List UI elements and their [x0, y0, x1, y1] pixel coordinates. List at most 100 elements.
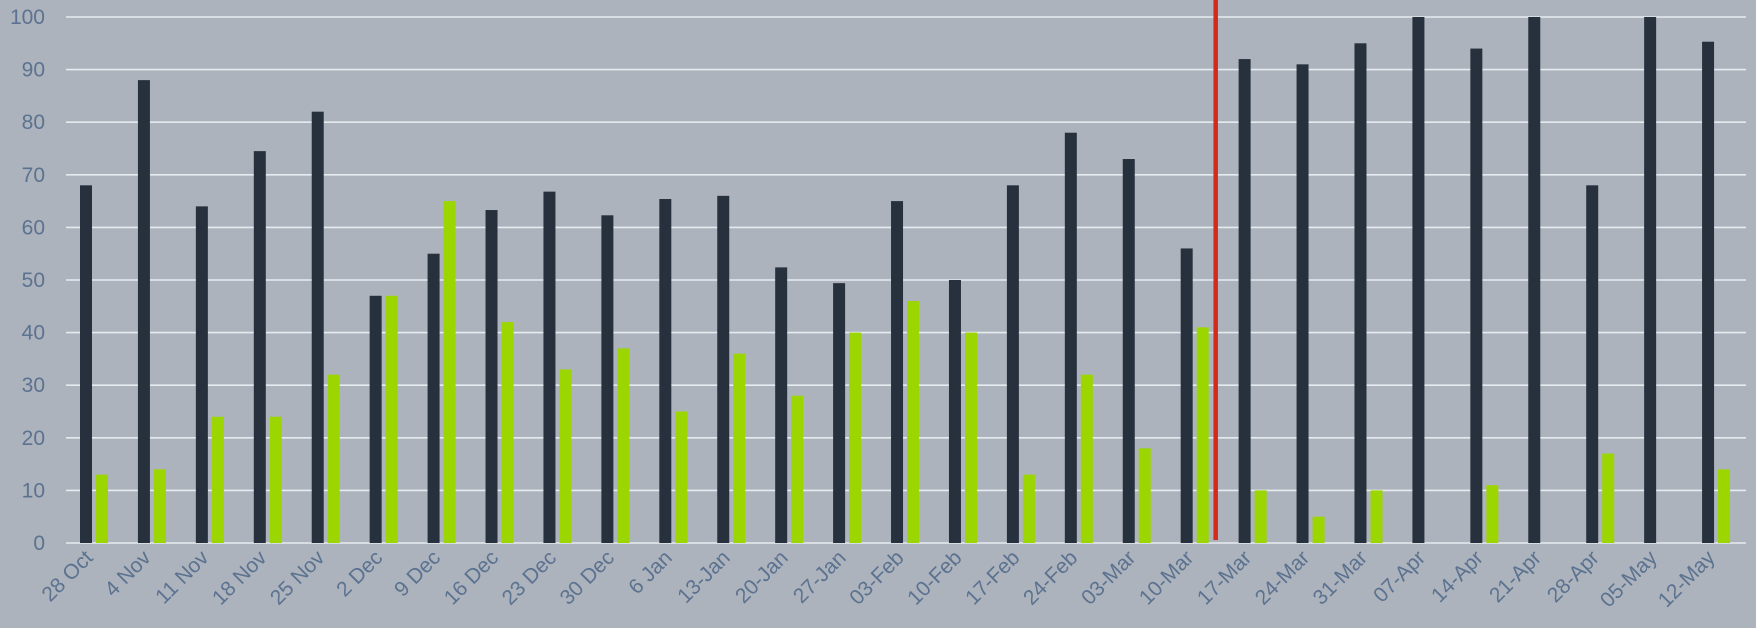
y-tick-label: 0 [33, 532, 45, 555]
x-tick-label: 24-Mar [1251, 546, 1314, 609]
x-tick-label: 30 Dec [556, 546, 619, 609]
x-tick-label: 24-Feb [1019, 546, 1082, 609]
bar-dark [369, 295, 382, 543]
x-tick-label: 27-Jan [789, 546, 851, 608]
bar-dark [1122, 159, 1135, 543]
bars [80, 17, 1731, 544]
y-tick-label: 30 [22, 374, 45, 397]
bar-dark [601, 215, 614, 543]
bar-green [559, 369, 572, 543]
y-tick-label: 70 [22, 164, 45, 187]
bar-dark [1586, 185, 1599, 543]
x-tick-label: 17-Mar [1193, 546, 1256, 609]
y-tick-label: 100 [10, 6, 45, 29]
bar-green [1254, 490, 1267, 543]
bar-green [96, 474, 108, 543]
bar-green [1138, 448, 1151, 543]
x-tick-label: 28 Oct [38, 546, 98, 606]
y-tick-label: 50 [22, 269, 45, 292]
bar-dark [427, 253, 440, 543]
bar-dark [948, 280, 961, 543]
bar-green [1196, 327, 1209, 543]
x-tick-label: 11 Nov [151, 546, 214, 609]
bar-dark [543, 191, 556, 543]
x-tick-label: 14-Apr [1427, 546, 1488, 607]
bar-green [443, 201, 456, 543]
bar-dark [1702, 41, 1715, 544]
x-tick-label: 21-Apr [1485, 546, 1546, 607]
x-tick-label: 12-May [1654, 546, 1720, 612]
gridlines [66, 16, 1746, 544]
x-tick-label: 07-Apr [1369, 546, 1430, 607]
y-tick-label: 80 [22, 111, 45, 134]
x-tick-label: 25 Nov [266, 546, 330, 610]
x-tick-label: 6 Jan [624, 546, 677, 599]
bar-green [1486, 485, 1499, 543]
bar-dark [1354, 43, 1367, 544]
bar-dark [891, 201, 904, 543]
y-axis-ticks: 0 10 20 30 40 50 60 70 80 90 100 [10, 6, 45, 555]
x-tick-label: 2 Dec [332, 546, 387, 601]
bar-green [617, 348, 630, 543]
bar-dark [717, 195, 730, 543]
bar-green [1022, 474, 1035, 543]
bar-green [1312, 516, 1325, 543]
y-tick-label: 90 [22, 59, 45, 82]
bar-dark [775, 267, 788, 543]
bar-dark [311, 111, 324, 544]
bar-green [269, 416, 282, 543]
bar-green [385, 295, 398, 543]
x-tick-label: 17-Feb [961, 546, 1024, 609]
x-tick-label: 03-Mar [1077, 546, 1140, 609]
x-tick-label: 16 Dec [440, 546, 503, 609]
x-tick-label: 10-Feb [903, 546, 966, 609]
x-tick-label: 03-Feb [845, 546, 908, 609]
bar-green [1718, 469, 1731, 543]
x-tick-label: 23 Dec [498, 546, 561, 609]
x-tick-label: 9 Dec [390, 546, 445, 601]
bar-dark [485, 210, 498, 544]
bar-green [211, 416, 224, 543]
x-tick-label: 4 Nov [100, 546, 155, 601]
bar-green [1370, 490, 1383, 543]
bar-dark [1238, 59, 1251, 544]
bar-green [501, 322, 514, 543]
bar-dark [80, 185, 92, 543]
bar-dark [1528, 17, 1541, 543]
bar-green [907, 301, 920, 543]
bar-green [1602, 453, 1615, 543]
x-tick-label: 18 Nov [208, 546, 272, 610]
y-tick-label: 10 [22, 479, 45, 502]
bar-dark [1412, 17, 1425, 543]
bar-dark [1180, 248, 1193, 543]
bar-dark [1470, 48, 1483, 544]
x-tick-label: 13-Jan [673, 546, 735, 608]
bar-green [791, 395, 804, 543]
x-tick-label: 31-Mar [1309, 546, 1372, 609]
bar-dark [659, 198, 672, 543]
x-tick-label: 10-Mar [1135, 546, 1198, 609]
bar-dark [253, 151, 266, 543]
bar-dark [1006, 185, 1019, 543]
bar-green [733, 353, 746, 543]
bar-dark [1064, 132, 1077, 543]
y-tick-label: 60 [22, 216, 45, 239]
bar-dark [1644, 17, 1657, 543]
bar-dark [137, 80, 150, 544]
bar-dark [1296, 64, 1309, 543]
x-tick-label: 20-Jan [731, 546, 793, 608]
bar-dark [833, 283, 846, 543]
y-tick-label: 40 [22, 322, 45, 345]
bar-green [1080, 374, 1093, 543]
bar-green [153, 469, 166, 543]
y-tick-label: 20 [22, 427, 45, 450]
x-tick-label: 05-May [1596, 546, 1662, 612]
bar-green [327, 374, 340, 543]
bar-green [964, 332, 977, 543]
bar-green [849, 332, 862, 543]
bar-green [675, 411, 688, 543]
bar-dark [195, 206, 208, 544]
x-tick-label: 28-Apr [1543, 546, 1604, 607]
